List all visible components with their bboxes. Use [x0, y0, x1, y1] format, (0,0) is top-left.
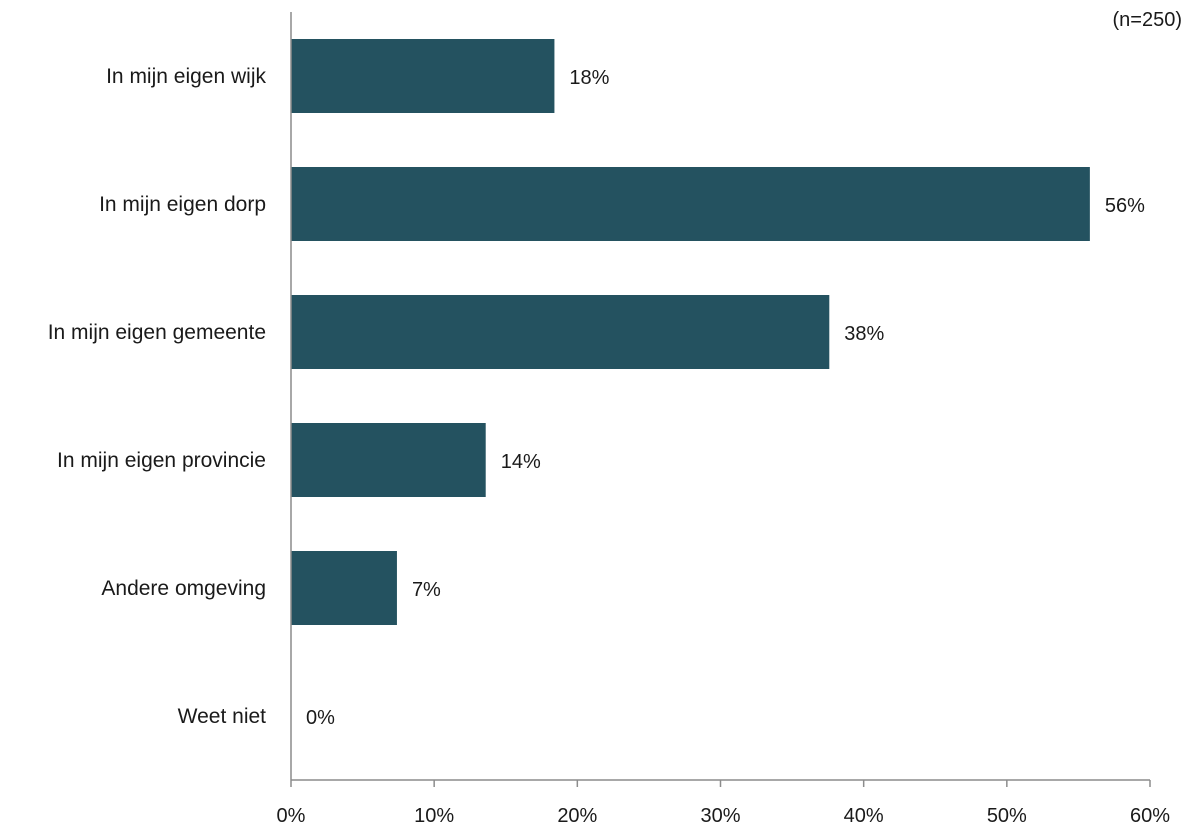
category-label: In mijn eigen dorp [99, 193, 266, 216]
value-label: 7% [412, 579, 441, 601]
value-label: 0% [306, 707, 335, 729]
bar [291, 295, 830, 369]
category-label: Andere omgeving [101, 577, 266, 600]
x-tick-label: 30% [700, 805, 740, 827]
category-label: In mijn eigen gemeente [48, 321, 266, 344]
bar [291, 167, 1090, 241]
x-tick-label: 0% [277, 805, 306, 827]
value-label: 38% [844, 323, 884, 345]
value-label: 56% [1105, 195, 1145, 217]
x-tick-label: 40% [844, 805, 884, 827]
x-tick-label: 60% [1130, 805, 1170, 827]
category-label: Weet niet [178, 705, 266, 728]
bar [291, 551, 397, 625]
x-tick-label: 50% [987, 805, 1027, 827]
x-tick-label: 20% [557, 805, 597, 827]
category-label: In mijn eigen provincie [57, 449, 266, 472]
value-label: 18% [569, 67, 609, 89]
bar [291, 423, 486, 497]
x-tick-label: 10% [414, 805, 454, 827]
axes-group: 0% 10% 20% 30% 40% 50% 60% [277, 12, 1170, 827]
value-label: 14% [501, 451, 541, 473]
sample-size-note: (n=250) [1113, 9, 1183, 31]
bar [291, 39, 555, 113]
category-label: In mijn eigen wijk [106, 65, 266, 88]
bars-group: In mijn eigen wijk 18% In mijn eigen dorp 5… [48, 39, 1145, 729]
